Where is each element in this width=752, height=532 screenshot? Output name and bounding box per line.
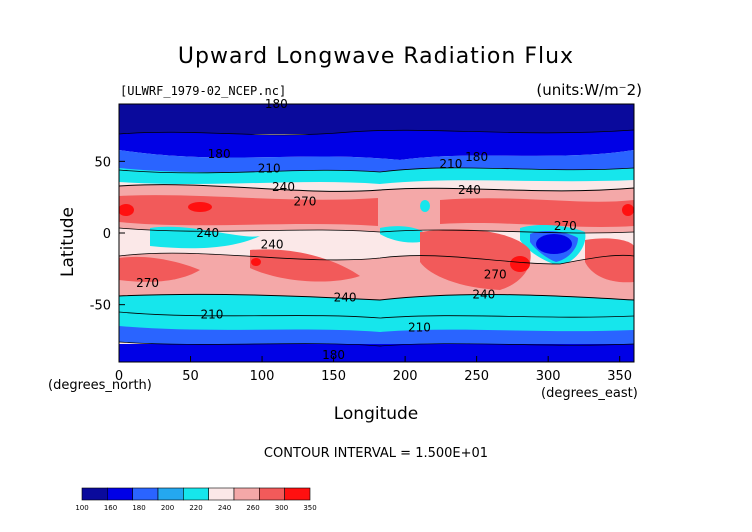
x-tick-label: 200: [393, 369, 418, 384]
contour-label: 240: [458, 183, 481, 197]
chart-title: Upward Longwave Radiation Flux: [177, 44, 575, 69]
colorbar-swatch: [132, 487, 159, 501]
contour-label: 240: [472, 288, 495, 302]
x-axis-units: (degrees_east): [541, 386, 638, 401]
contour-label: 240: [261, 237, 284, 251]
contour-fill: [119, 104, 634, 362]
colorbar-tick-label: 100: [75, 504, 88, 512]
colorbar-swatch: [183, 487, 209, 501]
x-tick-label: 100: [250, 369, 275, 384]
x-tick-label: 350: [607, 369, 632, 384]
x-axis-label: Longitude: [333, 404, 419, 424]
colorbar-swatch: [259, 487, 285, 501]
units-label: (units:W/m⁻2): [536, 81, 642, 99]
contour-label: 210: [439, 157, 462, 171]
contour-interval: CONTOUR INTERVAL = 1.500E+01: [263, 446, 489, 461]
colorbar-swatch: [157, 487, 184, 501]
colorbar-tick-label: 200: [161, 504, 174, 512]
colorbar-swatch: [233, 487, 260, 501]
colorbar-tick-label: 260: [246, 504, 259, 512]
colorbar-tick-label: 240: [218, 504, 231, 512]
contour-label: 270: [554, 219, 577, 233]
colorbar-tick-label: 350: [303, 504, 316, 512]
contour-label: 180: [208, 147, 231, 161]
colorbar-tick-label: 160: [104, 504, 117, 512]
colorbar-tick-label: 220: [189, 504, 202, 512]
contour-label: 240: [272, 180, 295, 194]
colorbar-tick-label: 300: [275, 504, 288, 512]
contour-label: 210: [201, 308, 224, 322]
contour-label: 270: [294, 194, 317, 208]
x-tick-label: 300: [536, 369, 561, 384]
x-tick-label: 250: [464, 369, 489, 384]
y-tick-label: 50: [94, 155, 111, 170]
y-tick-label: -50: [90, 299, 111, 314]
colorbar-swatch: [107, 487, 133, 501]
contour-label: 210: [408, 321, 431, 335]
contour-label: 270: [136, 276, 159, 290]
colorbar: 100 160 180 200 220 240 260 300 350: [75, 487, 317, 512]
contour-label: 210: [258, 162, 281, 176]
x-tick-label: 150: [321, 369, 346, 384]
colorbar-swatch: [284, 487, 311, 501]
y-axis-units: (degrees_north): [48, 378, 152, 393]
colorbar-swatch: [81, 487, 108, 501]
y-tick-label: 0: [103, 227, 111, 242]
y-axis-label: Latitude: [58, 207, 78, 277]
y-ticks: 50 0 -50: [90, 155, 125, 314]
x-ticks: 0 50 100 150 200 250 300 350: [115, 356, 632, 384]
contour-label: 240: [196, 226, 219, 240]
colorbar-swatch: [208, 487, 235, 501]
band-north-polar: [119, 104, 634, 134]
contour-label: 240: [334, 291, 357, 305]
contour-label: 180: [465, 150, 488, 164]
x-tick-label: 50: [182, 369, 199, 384]
colorbar-tick-label: 180: [132, 504, 145, 512]
x-tick-label: 0: [115, 369, 123, 384]
contour-label: 270: [484, 268, 507, 282]
file-label: [ULWRF_1979-02_NCEP.nc]: [120, 84, 287, 98]
contour-label: 180: [322, 348, 345, 362]
